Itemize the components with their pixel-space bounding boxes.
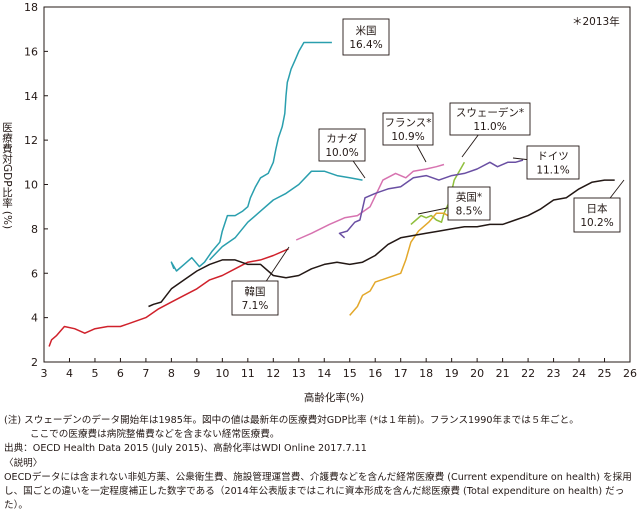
callout-box bbox=[449, 102, 531, 136]
callout-box bbox=[526, 145, 580, 180]
x-tick-label: 25 bbox=[598, 367, 612, 380]
callout-country: 韓国 bbox=[245, 286, 266, 298]
callout-box bbox=[318, 128, 366, 162]
notes: (注) スウェーデンのデータ開始年は1985年。図中の値は最新年の医療費対GDP… bbox=[4, 414, 636, 513]
x-tick-label: 21 bbox=[496, 367, 510, 380]
x-tick-label: 4 bbox=[66, 367, 73, 380]
x-tick-label: 14 bbox=[317, 367, 331, 380]
x-tick-label: 3 bbox=[41, 367, 48, 380]
x-tick-label: 6 bbox=[117, 367, 124, 380]
x-tick-label: 8 bbox=[168, 367, 175, 380]
x-tick-label: 7 bbox=[142, 367, 149, 380]
chart: 3 4 5 6 7 8 9 10 11 12 13 14 15 16 17 18 19 20 21 22 23 24 25 2… bbox=[1, 1, 637, 404]
explanation-text: OECDデータには含まれない非処方薬、公衆衛生費、施設管理運営費、介護費などを含… bbox=[4, 471, 632, 512]
callout-スウェーデン: スウェーデン* 11.0% bbox=[449, 102, 531, 158]
axes: 3 4 5 6 7 8 9 10 11 12 13 14 15 16 17 18 19 20 21 22 23 24 25 2… bbox=[1, 1, 637, 380]
plot-frame bbox=[43, 6, 631, 363]
x-tick-label: 18 bbox=[419, 367, 433, 380]
series-line-米国 bbox=[170, 41, 332, 272]
series-line-ドイツ bbox=[338, 159, 524, 239]
x-tick-label: 15 bbox=[343, 367, 357, 380]
callout-カナダ: カナダ 10.0% bbox=[318, 128, 366, 179]
note-line-1: (注) スウェーデンのデータ開始年は1985年。図中の値は最新年の医療費対GDP… bbox=[4, 415, 579, 426]
callout-country: 米国 bbox=[356, 24, 377, 37]
corner-note: ＊2013年 bbox=[572, 15, 620, 28]
y-tick-label: 18 bbox=[24, 1, 38, 14]
callout-layer: 米国 16.4% カナダ 10.0% フランス* 10.9% スウェーデン* 11.0% ドイツ… bbox=[231, 18, 625, 316]
callout-日本: 日本 10.2% bbox=[573, 179, 625, 233]
callout-value: 11.0% bbox=[473, 121, 506, 133]
y-tick-label: 16 bbox=[24, 45, 38, 58]
explanation-title: 〈説明〉 bbox=[4, 457, 43, 469]
y-tick-label: 8 bbox=[31, 223, 38, 236]
y-tick-label: 12 bbox=[24, 134, 38, 147]
callout-value: 16.4% bbox=[349, 39, 382, 51]
series-line-スウェーデン bbox=[410, 161, 466, 225]
callout-米国: 米国 16.4% bbox=[342, 18, 390, 56]
y-tick-label: 6 bbox=[31, 267, 38, 280]
x-tick-label: 12 bbox=[266, 367, 280, 380]
x-tick-label: 22 bbox=[521, 367, 535, 380]
callout-ドイツ: ドイツ 11.1% bbox=[512, 145, 580, 180]
y-tick-label: 10 bbox=[24, 179, 38, 192]
series-line-フランス bbox=[295, 163, 445, 241]
callout-country: フランス* bbox=[384, 117, 431, 129]
x-tick-label: 5 bbox=[91, 367, 98, 380]
callout-韓国: 韓国 7.1% bbox=[231, 246, 290, 316]
callout-country: ドイツ bbox=[537, 151, 569, 163]
x-tick-label: 9 bbox=[193, 367, 200, 380]
x-tick-label: 19 bbox=[445, 367, 459, 380]
series-layer bbox=[48, 41, 615, 347]
series-line-日本 bbox=[148, 179, 615, 308]
callout-value: 7.1% bbox=[242, 300, 269, 312]
x-tick-label: 11 bbox=[241, 367, 255, 380]
x-tick-label: 13 bbox=[292, 367, 306, 380]
x-tick-label: 16 bbox=[368, 367, 382, 380]
callout-英国: 英国* 8.5% bbox=[417, 186, 491, 221]
y-tick-label: 4 bbox=[31, 312, 38, 325]
x-tick-label: 10 bbox=[215, 367, 229, 380]
callout-value: 10.0% bbox=[325, 147, 358, 159]
x-axis-label: 高齢化率(%) bbox=[304, 391, 364, 404]
series-line-カナダ bbox=[209, 170, 363, 261]
callout-value: 8.5% bbox=[456, 206, 483, 218]
y-tick-label: 14 bbox=[24, 90, 38, 103]
callout-box bbox=[573, 197, 621, 233]
callout-country: 日本 bbox=[587, 202, 608, 215]
x-tick-label: 20 bbox=[470, 367, 484, 380]
callout-country: カナダ bbox=[326, 132, 358, 145]
note-line-2: ここでの医療費は病院整備費などを含まない経常医療費。 bbox=[30, 429, 280, 441]
callout-box bbox=[342, 18, 390, 56]
x-tick-label: 26 bbox=[623, 367, 637, 380]
callout-country: スウェーデン* bbox=[456, 106, 524, 119]
callout-box bbox=[382, 112, 434, 146]
source-line: 出典：OECD Health Data 2015 (July 2015)、高齢化… bbox=[4, 443, 367, 455]
callout-value: 10.9% bbox=[391, 131, 424, 143]
callout-country: 英国* bbox=[456, 191, 482, 204]
x-tick-label: 17 bbox=[394, 367, 408, 380]
series-line-韓国 bbox=[48, 248, 289, 347]
y-axis-label: 医療費対GDP比率 (%) bbox=[1, 122, 13, 229]
callout-value: 10.2% bbox=[580, 217, 613, 229]
callout-box bbox=[447, 186, 491, 221]
x-tick-label: 24 bbox=[572, 367, 586, 380]
callout-box bbox=[231, 280, 279, 316]
callout-value: 11.1% bbox=[536, 165, 569, 177]
x-tick-label: 23 bbox=[547, 367, 561, 380]
callout-フランス: フランス* 10.9% bbox=[382, 112, 434, 163]
y-tick-label: 2 bbox=[31, 356, 38, 369]
